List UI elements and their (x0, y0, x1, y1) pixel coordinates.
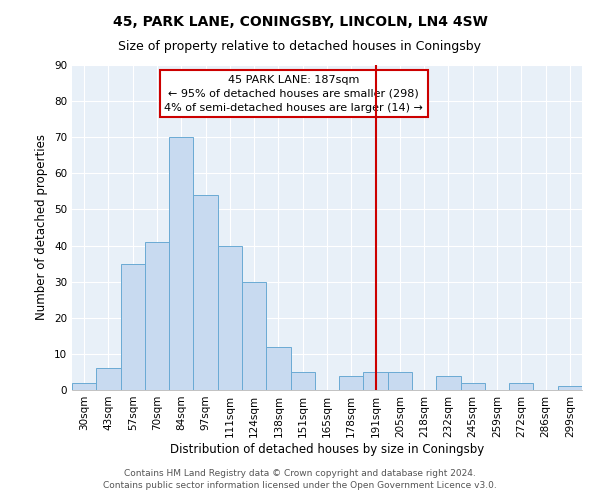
X-axis label: Distribution of detached houses by size in Coningsby: Distribution of detached houses by size … (170, 442, 484, 456)
Bar (364, 372, 388, 390)
Bar (145, 242, 169, 390)
Text: Contains HM Land Registry data © Crown copyright and database right 2024.
Contai: Contains HM Land Registry data © Crown c… (103, 468, 497, 490)
Bar (509, 383, 533, 390)
Bar (461, 383, 485, 390)
Text: 45, PARK LANE, CONINGSBY, LINCOLN, LN4 4SW: 45, PARK LANE, CONINGSBY, LINCOLN, LN4 4… (113, 15, 487, 29)
Bar (242, 282, 266, 390)
Bar (169, 137, 193, 390)
Bar (266, 346, 290, 390)
Bar (72, 383, 96, 390)
Bar (436, 376, 461, 390)
Y-axis label: Number of detached properties: Number of detached properties (35, 134, 49, 320)
Bar (339, 376, 364, 390)
Bar (96, 368, 121, 390)
Bar (121, 264, 145, 390)
Bar (290, 372, 315, 390)
Bar (388, 372, 412, 390)
Bar (558, 386, 582, 390)
Text: 45 PARK LANE: 187sqm
← 95% of detached houses are smaller (298)
4% of semi-detac: 45 PARK LANE: 187sqm ← 95% of detached h… (164, 74, 423, 113)
Bar (193, 195, 218, 390)
Bar (218, 246, 242, 390)
Text: Size of property relative to detached houses in Coningsby: Size of property relative to detached ho… (119, 40, 482, 53)
